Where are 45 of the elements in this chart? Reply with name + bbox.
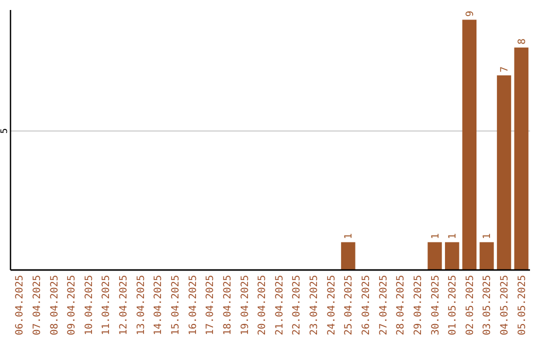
x-tick-label: 15.04.2025	[170, 275, 182, 336]
x-tick-label: 27.04.2025	[378, 275, 390, 336]
x-tick-label: 14.04.2025	[153, 275, 164, 336]
x-tick-label: 04.05.2025	[500, 275, 511, 336]
x-tick-label: 13.04.2025	[136, 275, 147, 336]
x-tick-label: 02.05.2025	[464, 275, 476, 336]
x-tick-label: 23.04.2025	[309, 275, 320, 336]
data-label: 1	[448, 233, 459, 240]
x-tick-label: 19.04.2025	[240, 275, 251, 336]
data-label: 8	[516, 38, 528, 45]
x-tick-label: 09.04.2025	[66, 275, 78, 336]
x-tick-label: 30.04.2025	[430, 275, 442, 336]
bar	[341, 242, 356, 270]
bar	[428, 242, 442, 270]
data-label: 9	[464, 10, 476, 17]
x-tick-label: 26.04.2025	[360, 275, 372, 336]
x-tick-label: 12.04.2025	[118, 275, 130, 336]
x-tick-label: 05.05.2025	[516, 275, 528, 336]
x-tick-label: 16.04.2025	[188, 275, 199, 336]
data-label: 1	[344, 233, 355, 240]
x-tick-label: 18.04.2025	[222, 275, 234, 336]
x-tick-label: 25.04.2025	[344, 275, 355, 336]
x-tick-label: 10.04.2025	[84, 275, 95, 336]
bar	[444, 242, 460, 270]
x-tick-label: 29.04.2025	[412, 275, 424, 336]
data-label: 1	[482, 233, 494, 240]
x-tick-label: 22.04.2025	[292, 275, 303, 336]
x-tick-label: 06.04.2025	[14, 275, 26, 336]
x-tick-label: 07.04.2025	[32, 275, 43, 336]
x-tick-label: 20.04.2025	[257, 275, 268, 336]
x-tick-label: 24.04.2025	[326, 275, 338, 336]
data-label: 1	[430, 233, 442, 240]
x-tick-label: 03.05.2025	[482, 275, 494, 336]
bar	[462, 20, 476, 270]
x-tick-label: 08.04.2025	[49, 275, 60, 336]
data-label: 7	[500, 66, 511, 72]
x-tick-label: 01.05.2025	[448, 275, 459, 336]
x-tick-label: 11.04.2025	[101, 275, 112, 336]
x-tick-label: 17.04.2025	[205, 275, 216, 336]
bar	[496, 75, 512, 270]
x-tick-label: 21.04.2025	[274, 275, 286, 336]
bar	[480, 242, 494, 270]
y-tick-label: 5	[0, 128, 10, 134]
bar	[514, 48, 528, 270]
x-tick-label: 28.04.2025	[396, 275, 407, 336]
